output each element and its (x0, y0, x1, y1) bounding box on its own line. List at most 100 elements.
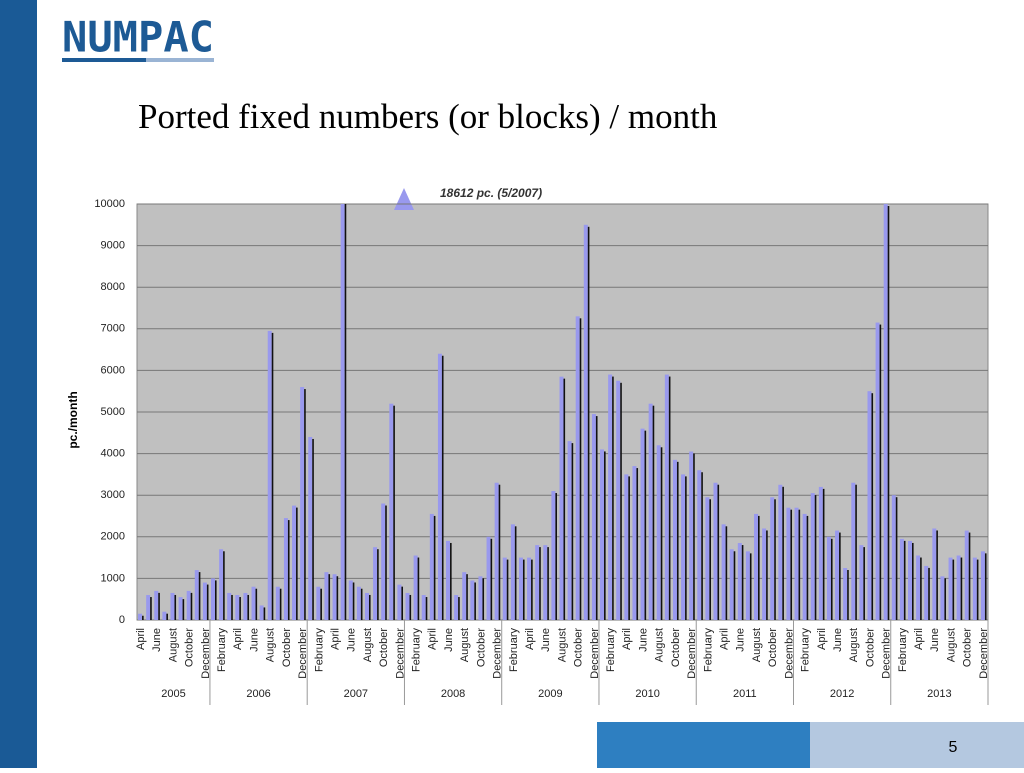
bar-shadow (814, 495, 817, 620)
year-label: 2011 (733, 688, 757, 700)
bar-shadow (693, 453, 695, 620)
bar (356, 586, 361, 620)
bar (251, 586, 256, 620)
x-tick-label: February (216, 628, 228, 673)
bar (227, 592, 232, 620)
bar (600, 449, 605, 620)
bar (243, 592, 248, 620)
x-tick-label: December (200, 628, 212, 679)
bar-shadow (863, 547, 865, 620)
bar-shadow (344, 204, 347, 620)
bar-shadow (142, 615, 144, 620)
x-tick-label: June (248, 628, 260, 652)
bar-shadow (360, 588, 363, 620)
bar (446, 540, 451, 620)
x-tick-label: October (670, 628, 682, 667)
bar (899, 538, 904, 620)
x-tick-label: June (637, 628, 649, 652)
bar (875, 322, 880, 620)
bar-shadow (604, 451, 606, 620)
bar-shadow (822, 488, 825, 620)
x-tick-label: October (184, 628, 196, 667)
bar-shadow (928, 567, 930, 620)
bar (835, 530, 840, 620)
bar (964, 530, 969, 620)
bar-shadow (336, 576, 339, 620)
bar (324, 572, 329, 620)
chart: 0 1000 2000 3000 4000 5000 6000 7000 8000 9000 100… (94, 198, 990, 705)
x-tick-label: October (767, 628, 779, 667)
logo-underline (146, 58, 214, 62)
bar (729, 549, 734, 620)
bar-shadow (231, 594, 233, 620)
bar (162, 611, 167, 620)
bar-shadow (425, 597, 428, 620)
year-label: 2007 (344, 688, 368, 700)
y-axis-label: pc./month (66, 391, 80, 448)
y-tick-label: 3000 (101, 489, 125, 501)
bar-shadow (563, 378, 566, 620)
bar (178, 597, 183, 620)
bar-shadow (190, 592, 193, 620)
bar-shadow (887, 206, 890, 620)
bar (721, 524, 726, 620)
slide-title: Ported fixed numbers (or blocks) / month (138, 97, 718, 136)
bar-shadow (620, 382, 622, 620)
bar (770, 497, 775, 620)
bar-shadow (766, 530, 768, 620)
y-tick-label: 9000 (101, 240, 125, 252)
bar (972, 557, 977, 620)
x-tick-label: August (751, 628, 763, 662)
bar (397, 584, 402, 620)
bar-shadow (960, 557, 963, 620)
x-tick-label: December (297, 628, 309, 679)
bar-shadow (158, 592, 160, 620)
x-tick-label: June (346, 628, 358, 652)
bar (762, 528, 767, 620)
bar-shadow (984, 553, 987, 620)
bar (543, 545, 548, 620)
y-tick-label: 10000 (94, 198, 125, 210)
bar (535, 545, 540, 620)
bar (713, 482, 718, 620)
bar (219, 549, 224, 620)
bar (737, 543, 742, 620)
bar (389, 403, 394, 620)
bar-shadow (312, 438, 314, 620)
bar (194, 570, 199, 620)
bar (745, 551, 750, 620)
bar-shadow (871, 393, 874, 620)
bar (332, 574, 337, 620)
bar-shadow (644, 430, 647, 620)
bar-shadow (166, 613, 168, 620)
bar-shadow (368, 594, 371, 620)
bar-shadow (717, 484, 720, 620)
bar (575, 316, 580, 620)
bar-shadow (198, 572, 201, 620)
x-tick-label: October (378, 628, 390, 667)
logo-underline (62, 58, 146, 62)
bar (559, 376, 564, 620)
bar (867, 391, 872, 620)
bar (478, 576, 483, 620)
bar-shadow (458, 597, 460, 620)
x-tick-label: August (945, 628, 957, 662)
year-label: 2006 (246, 688, 270, 700)
bar (494, 482, 499, 620)
bar (908, 540, 913, 620)
x-tick-label: August (459, 628, 471, 662)
x-tick-label: April (427, 628, 439, 650)
bar-shadow (214, 580, 217, 620)
bar-shadow (304, 389, 306, 620)
x-tick-label: February (313, 628, 325, 673)
bar-shadow (150, 597, 152, 620)
bar-shadow (920, 557, 922, 620)
bar (364, 592, 369, 620)
x-tick-label: June (929, 628, 941, 652)
bar-shadow (263, 607, 266, 620)
annotation: 18612 pc. (5/2007) (440, 186, 542, 200)
bar (818, 486, 823, 620)
x-tick-label: October (475, 628, 487, 667)
bar-shadow (506, 559, 509, 620)
